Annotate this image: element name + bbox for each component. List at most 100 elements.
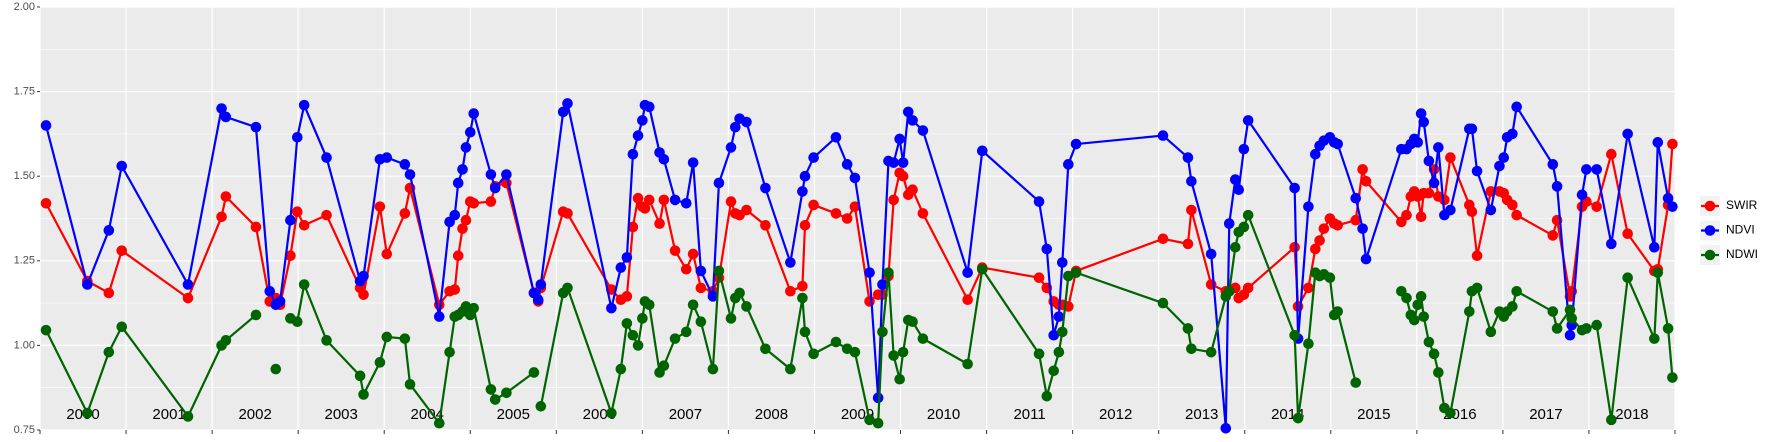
data-point	[535, 279, 547, 290]
data-point	[250, 309, 262, 321]
data-point	[799, 326, 811, 338]
data-point	[291, 316, 303, 328]
data-point	[433, 311, 445, 322]
data-point	[1350, 192, 1362, 204]
data-point	[1186, 204, 1197, 216]
data-point	[713, 177, 725, 189]
data-point	[404, 169, 416, 180]
year-label: 2010	[927, 406, 960, 423]
data-point	[1303, 282, 1314, 294]
data-point	[1186, 343, 1197, 355]
data-point	[627, 329, 639, 341]
data-point	[274, 296, 286, 307]
data-point	[1591, 319, 1602, 331]
data-point	[270, 363, 282, 375]
year-label: 2008	[755, 406, 788, 423]
data-point	[485, 196, 497, 207]
data-point	[962, 358, 973, 370]
data-point	[725, 196, 737, 207]
data-point	[725, 313, 737, 324]
data-point	[1289, 329, 1300, 341]
data-point	[1606, 238, 1617, 250]
data-point	[216, 103, 227, 114]
data-point	[1415, 211, 1427, 223]
data-point	[321, 152, 332, 163]
data-point	[116, 245, 128, 256]
data-point	[695, 282, 707, 294]
data-point	[1205, 248, 1217, 260]
data-point	[298, 99, 310, 111]
data-point	[1314, 235, 1325, 246]
data-point	[1223, 285, 1235, 297]
data-point	[680, 263, 692, 275]
data-point	[1238, 221, 1250, 233]
data-point	[1063, 159, 1074, 170]
data-point	[485, 384, 497, 395]
data-point	[1223, 218, 1235, 229]
data-point	[658, 360, 670, 372]
data-point	[358, 389, 369, 400]
data-point	[741, 204, 752, 216]
data-point	[830, 336, 842, 348]
data-point	[1485, 326, 1497, 338]
data-point	[734, 287, 745, 299]
data-point	[1041, 243, 1053, 255]
data-point	[489, 182, 501, 194]
data-point	[1157, 233, 1169, 245]
data-point	[1415, 291, 1427, 302]
data-point	[680, 326, 692, 338]
data-point	[894, 373, 905, 385]
data-point	[40, 197, 52, 209]
data-point	[888, 350, 899, 361]
data-point	[1423, 187, 1435, 199]
data-point	[1418, 311, 1430, 322]
data-point	[760, 182, 771, 194]
data-point	[785, 257, 796, 268]
year-label: 2003	[324, 406, 357, 423]
data-point	[1551, 181, 1563, 192]
data-point	[1360, 253, 1372, 265]
data-point	[669, 245, 681, 256]
data-point	[449, 284, 461, 295]
data-point	[606, 407, 617, 419]
legend-dot	[1704, 225, 1716, 236]
data-point	[976, 145, 988, 157]
data-point	[374, 357, 386, 368]
data-point	[1428, 177, 1440, 189]
data-point	[864, 267, 875, 278]
data-point	[917, 208, 929, 219]
data-point	[864, 296, 875, 307]
data-point	[1622, 128, 1633, 140]
data-point	[654, 218, 665, 229]
data-point	[1242, 282, 1254, 294]
data-point	[1242, 209, 1254, 221]
data-point	[1445, 407, 1456, 419]
data-point	[1033, 196, 1045, 207]
data-point	[799, 219, 811, 231]
data-point	[457, 223, 468, 234]
series-line	[44, 102, 1674, 430]
data-point	[1070, 267, 1082, 278]
data-point	[182, 411, 194, 422]
data-point	[528, 367, 540, 378]
data-point	[785, 285, 796, 297]
data-point	[741, 116, 752, 128]
data-point	[907, 316, 918, 328]
data-point	[1466, 123, 1478, 135]
data-point	[1350, 377, 1362, 388]
data-point	[713, 265, 725, 277]
data-point	[785, 363, 796, 375]
data-point	[1649, 333, 1660, 344]
data-point	[1466, 206, 1478, 218]
data-point	[532, 294, 544, 306]
data-point	[976, 263, 988, 275]
data-point	[680, 197, 692, 209]
data-point	[1157, 130, 1169, 141]
data-point	[1464, 306, 1475, 317]
data-point	[888, 157, 899, 168]
data-point	[1622, 272, 1633, 284]
data-point	[760, 219, 771, 231]
data-point	[1186, 175, 1197, 187]
data-point	[1511, 285, 1522, 297]
